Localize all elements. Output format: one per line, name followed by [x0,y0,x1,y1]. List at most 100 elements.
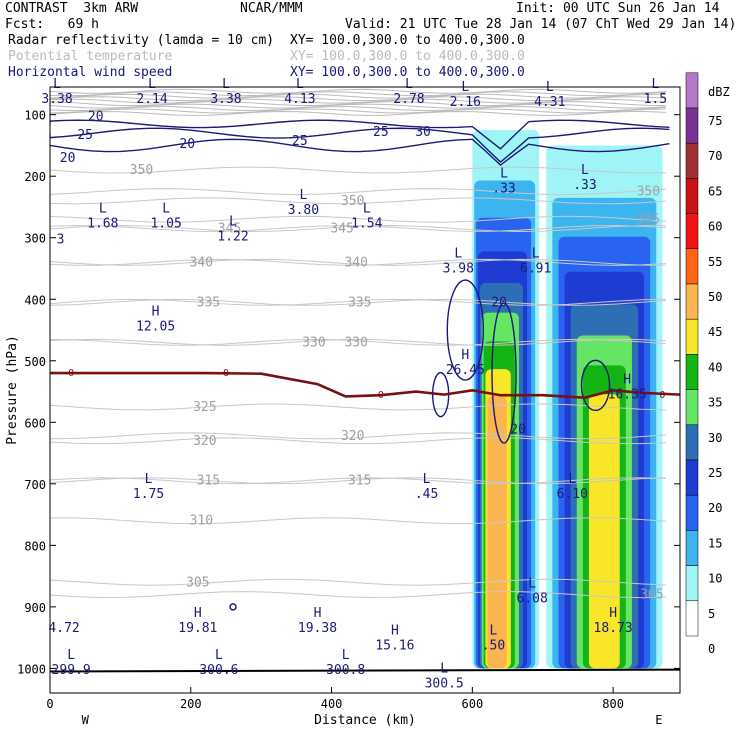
colorbar-label-4: 20 [708,501,722,515]
theta-label-17: 310 [190,514,213,529]
theta-contour-7 [50,258,666,266]
x-end-label-east: E [655,713,662,727]
extremum-type-14: L [454,246,462,261]
colorbar-swatch-7 [685,354,699,390]
surface-line [50,668,680,673]
theta-label-9: 335 [348,295,371,310]
upper-theta-line-6 [50,103,666,109]
extremum-type-6: L [546,80,554,95]
extremum-type-19: H [461,348,469,363]
extremum-value-3: 4.13 [284,92,315,107]
zero-line-label-3: 0 [659,390,665,401]
theta-label-16: 315 [348,474,371,489]
extremum-value-6: 4.31 [534,95,565,110]
theta-contour-17 [50,517,666,525]
extremum-value-17: .33 [573,178,596,193]
extremum-type-30: L [490,623,498,638]
colorbar-swatch-1 [685,565,699,602]
theta-label-10: 330 [302,335,325,350]
colorbar-swatch-0 [685,600,699,637]
theta-contour-6 [50,258,666,266]
colorbar-label-12: 60 [708,220,722,234]
theta-label-8: 335 [197,295,220,310]
theta-label-5: 345 [637,212,660,227]
extremum-value-19: 26.45 [446,363,485,378]
upper-theta-line-8 [50,108,666,114]
colorbar-swatch-3 [685,494,699,531]
theta-label-18: 305 [186,575,209,590]
y-tick-label-0: 100 [24,109,46,123]
wind-contour-mid-1 [446,279,485,381]
zero-line-label-0: 0 [68,368,74,379]
header-line-1-left: CONTRAST 3km ARW [5,1,139,16]
upper-theta-line-4 [50,98,666,104]
extremum-type-12: L [299,188,307,203]
field-name-theta: Potential temperature [8,49,173,64]
extremum-value-26: 19.81 [178,621,217,636]
colorbar-label-10: 50 [708,290,722,304]
y-tick-label-1: 200 [24,170,46,184]
colorbar-label-11: 55 [708,255,722,269]
extremum-value-14: 3.98 [443,261,474,276]
extremum-type-32: L [215,648,223,663]
extremum-value-20: 16.35 [608,387,647,402]
extremum-type-29: H [609,606,617,621]
theta-label-1: 350 [341,194,364,209]
y-tick-label-3: 400 [24,293,46,307]
extremum-value-28: 15.16 [375,638,414,653]
wind-label-5: 25 [373,125,389,140]
extremum-type-4: L [405,77,413,92]
extremum-type-3: L [296,77,304,92]
theta-label-19: 305 [640,588,663,603]
theta-contour-10 [50,338,666,346]
colorbar-label-2: 10 [708,572,722,586]
extremum-type-13: L [363,201,371,216]
wind-label-1: 25 [77,128,93,143]
x-tick-label-1: 200 [180,697,202,711]
y-tick-label-4: 500 [24,355,46,369]
theta-contour-16 [50,477,666,485]
colorbar-label-6: 30 [708,431,722,445]
extremum-value-31: 299.9 [52,663,91,678]
theta-label-13: 320 [193,434,216,449]
extremum-value-12: 3.80 [288,203,319,218]
wind-contour-mid-3 [580,359,611,412]
upper-theta-line-3 [50,96,666,102]
colorbar-swatch-13 [685,142,699,179]
colorbar-label-7: 35 [708,396,722,410]
extremum-value-15: .33 [492,181,515,196]
extremum-value-18: 12.05 [136,320,175,335]
extremum-type-11: L [229,214,237,229]
field-name-wind: Horizontal wind speed [8,65,173,80]
extremum-value-7: 1.5 [644,92,667,107]
reflectivity-layer-1-8 [588,394,620,669]
colorbar-label-13: 65 [708,184,722,198]
y-tick-label-6: 700 [24,478,46,492]
field-name-reflectivity: Radar reflectivity (lamda = 10 cm) [8,33,275,48]
theta-contour-19 [50,591,666,599]
extremum-value-2: 3.38 [210,92,241,107]
theta-contour-12 [50,403,666,411]
wind-label-0: 20 [88,110,104,125]
y-tick-label-9: 1000 [17,662,46,676]
upper-theta-line-0 [50,88,666,94]
colorbar-label-8: 40 [708,360,722,374]
extremum-type-18: H [152,305,160,320]
wind-label-7: 20 [491,295,507,310]
upper-theta-line-1 [50,91,666,97]
theta-label-2: 350 [637,185,660,200]
y-tick-label-2: 300 [24,232,46,246]
extremum-value-23: 6.10 [557,487,588,502]
colorbar-swatch-12 [685,178,699,214]
extremum-value-11: 1.22 [217,229,248,244]
extremum-value-21: 1.75 [133,487,164,502]
extremum-type-15: L [500,166,508,181]
wind-contour-small [229,603,237,611]
theta-label-3: 345 [218,222,241,237]
extremum-type-1: L [148,77,156,92]
colorbar-label-3: 15 [708,536,722,550]
header-line-2-left: Fcst: 69 h [5,17,99,32]
extremum-value-30: .50 [482,638,505,653]
upper-theta-line-5 [50,101,666,107]
